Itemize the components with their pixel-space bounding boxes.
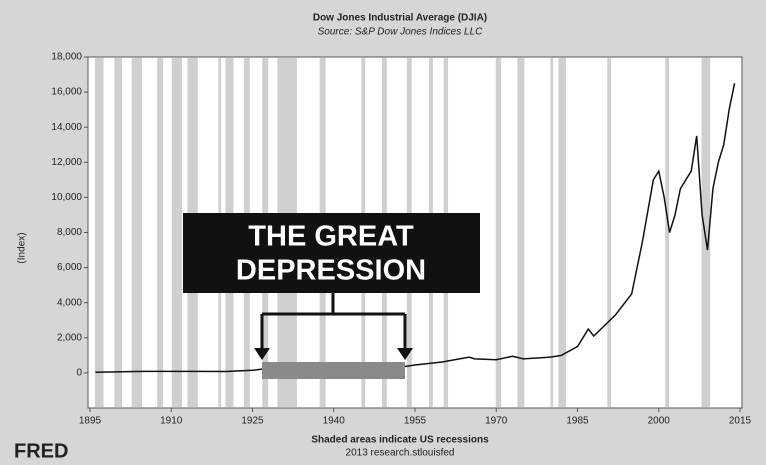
y-tick-label: 0 bbox=[76, 368, 82, 379]
x-tick-label: 1940 bbox=[323, 416, 346, 427]
recession-band bbox=[131, 58, 142, 407]
y-tick-label: 18,000 bbox=[51, 52, 82, 63]
chart-subtitle: Source: S&P Dow Jones Indices LLC bbox=[318, 27, 483, 38]
recession-band bbox=[157, 58, 164, 407]
x-tick-label: 2015 bbox=[729, 416, 752, 427]
recession-band bbox=[665, 58, 670, 407]
annotation-text: DEPRESSION bbox=[236, 255, 426, 287]
logo: FRED bbox=[14, 440, 68, 462]
annotation: THE GREAT DEPRESSION bbox=[183, 213, 480, 379]
y-tick-label: 12,000 bbox=[51, 157, 82, 168]
footer: Shaded areas indicate US recessions bbox=[311, 435, 489, 446]
bracket bbox=[260, 293, 407, 350]
x-tick-label: 1910 bbox=[160, 416, 183, 427]
annotation-box bbox=[183, 213, 480, 293]
recession-band bbox=[558, 58, 567, 407]
x-tick-label: 1925 bbox=[241, 416, 264, 427]
recession-band bbox=[495, 58, 502, 407]
recession-band bbox=[701, 58, 711, 407]
y-tick-label: 14,000 bbox=[51, 122, 82, 133]
y-axis-label: (Index) bbox=[17, 232, 28, 263]
x-tick-label: 1985 bbox=[566, 416, 589, 427]
annotation-text: THE GREAT bbox=[248, 221, 414, 253]
y-tick-label: 2,000 bbox=[57, 332, 82, 343]
footer-source: 2013 research.stlouisfed bbox=[346, 448, 455, 459]
recession-band bbox=[550, 58, 554, 407]
y-tick-label: 10,000 bbox=[51, 192, 82, 203]
x-tick-label: 1970 bbox=[485, 416, 508, 427]
recession-band bbox=[94, 58, 104, 407]
highlight-bar bbox=[262, 362, 405, 379]
y-tick-label: 16,000 bbox=[51, 87, 82, 98]
x-tick-label: 1895 bbox=[79, 416, 102, 427]
recession-band bbox=[607, 58, 612, 407]
y-tick-label: 8,000 bbox=[57, 227, 82, 238]
y-tick-label: 6,000 bbox=[57, 262, 82, 273]
recession-band bbox=[517, 58, 525, 407]
x-tick-label: 1955 bbox=[404, 416, 427, 427]
recession-band bbox=[171, 58, 183, 407]
x-tick-label: 2000 bbox=[648, 416, 671, 427]
y-tick-label: 4,000 bbox=[57, 297, 82, 308]
chart-title: Dow Jones Industrial Average (DJIA) bbox=[313, 13, 487, 24]
recession-band bbox=[114, 58, 122, 407]
